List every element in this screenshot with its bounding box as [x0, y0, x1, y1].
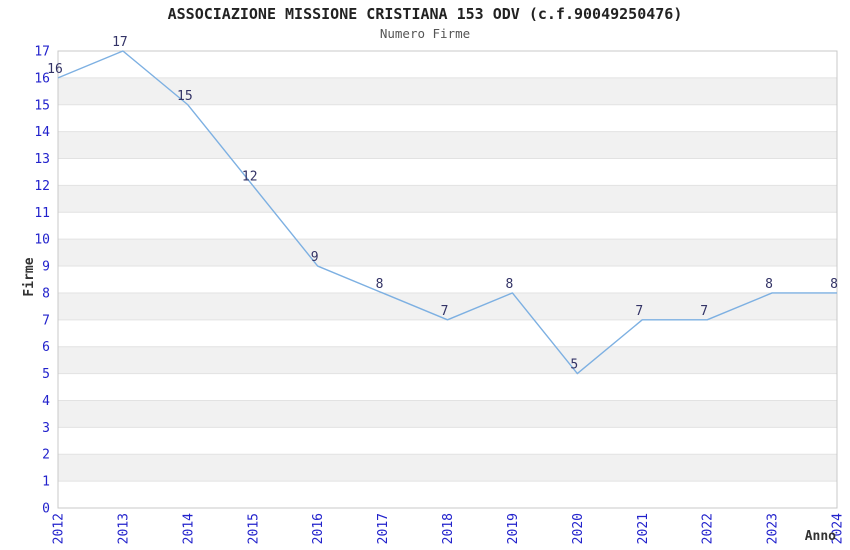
data-point-label: 16: [47, 62, 63, 77]
y-tick-label: 17: [34, 45, 50, 60]
y-tick-label: 12: [34, 179, 50, 194]
x-tick-label: 2012: [52, 513, 67, 544]
grid-band: [58, 131, 837, 159]
y-tick-label: 3: [42, 421, 50, 436]
grid-band: [58, 104, 837, 132]
x-tick-label: 2014: [181, 513, 196, 544]
data-point-label: 8: [376, 277, 384, 292]
grid-band: [58, 292, 837, 320]
data-point-label: 8: [506, 277, 514, 292]
grid-band: [58, 185, 837, 213]
grid-band: [58, 481, 837, 508]
x-tick-label: 2013: [116, 513, 131, 544]
grid-band: [58, 346, 837, 374]
data-point-label: 8: [765, 277, 773, 292]
chart-subtitle: Numero Firme: [379, 26, 471, 41]
y-tick-label: 6: [42, 340, 50, 355]
y-tick-label: 9: [42, 260, 50, 275]
grid-band: [58, 51, 837, 78]
x-tick-label: 2017: [376, 513, 391, 544]
data-point-label: 9: [311, 250, 319, 265]
plot-border: [57, 50, 838, 509]
y-axis-title: Firme: [22, 257, 37, 296]
data-point-label: 8: [830, 277, 838, 292]
x-axis-title: Anno: [805, 529, 836, 544]
y-tick-label: 1: [42, 475, 50, 490]
data-point-label: 7: [700, 304, 708, 319]
data-point-label: 17: [112, 35, 128, 50]
data-point-label: 7: [441, 304, 449, 319]
grid-band: [58, 239, 837, 267]
x-tick-label: 2021: [636, 513, 651, 544]
x-tick-label: 2015: [246, 513, 261, 544]
y-tick-label: 10: [34, 233, 50, 248]
grid-band: [58, 212, 837, 240]
x-tick-label: 2024: [831, 513, 846, 544]
x-tick-label: 2020: [571, 513, 586, 544]
y-tick-label: 4: [42, 394, 50, 409]
y-tick-label: 14: [34, 125, 50, 140]
y-tick-label: 16: [34, 71, 50, 86]
grid-band: [58, 454, 837, 482]
grid-band: [58, 319, 837, 347]
x-tick-label: 2016: [311, 513, 326, 544]
y-tick-label: 5: [42, 367, 50, 382]
x-tick-label: 2018: [441, 513, 456, 544]
grid-band: [58, 266, 837, 293]
y-tick-label: 2: [42, 448, 50, 463]
grid-band: [58, 158, 837, 186]
x-tick-label: 2022: [701, 513, 716, 544]
data-point-label: 12: [242, 169, 258, 184]
y-tick-label: 8: [42, 286, 50, 301]
grid-band: [58, 400, 837, 428]
y-tick-label: 13: [34, 152, 50, 167]
x-tick-label: 2019: [506, 513, 521, 544]
data-point-label: 7: [635, 304, 643, 319]
y-tick-label: 7: [42, 313, 50, 328]
y-tick-label: 0: [42, 502, 50, 517]
series-line: [57, 50, 837, 375]
y-tick-label: 15: [34, 98, 50, 113]
grid-band: [58, 427, 837, 455]
data-point-label: 5: [570, 358, 578, 373]
grid-band: [58, 77, 837, 105]
data-point-label: 15: [177, 89, 193, 104]
x-tick-label: 2023: [766, 513, 781, 544]
y-tick-label: 11: [34, 206, 50, 221]
grid-band: [58, 373, 837, 401]
chart-title: ASSOCIAZIONE MISSIONE CRISTIANA 153 ODV …: [167, 5, 683, 23]
